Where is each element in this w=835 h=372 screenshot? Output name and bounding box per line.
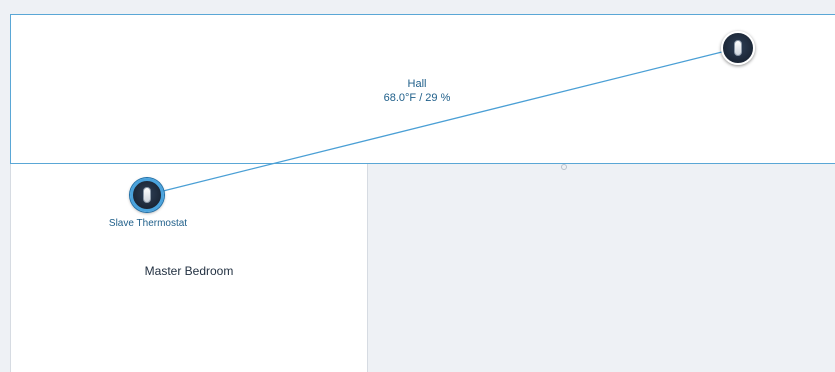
room-master-bedroom[interactable] xyxy=(10,164,368,372)
hall-room-label: Hall 68.0°F / 29 % xyxy=(384,77,451,105)
master-bedroom-room-label: Master Bedroom xyxy=(144,264,234,278)
slave-thermostat-label: Slave Thermostat xyxy=(108,218,188,229)
resize-handle[interactable] xyxy=(561,164,567,170)
thermostat-icon xyxy=(734,40,742,56)
hall-room-status: 68.0°F / 29 % xyxy=(383,92,451,104)
hall-room-name: Hall xyxy=(407,78,427,90)
thermostat-icon xyxy=(143,187,151,203)
hall-thermostat-button[interactable] xyxy=(721,31,755,65)
slave-thermostat-button[interactable] xyxy=(130,178,164,212)
